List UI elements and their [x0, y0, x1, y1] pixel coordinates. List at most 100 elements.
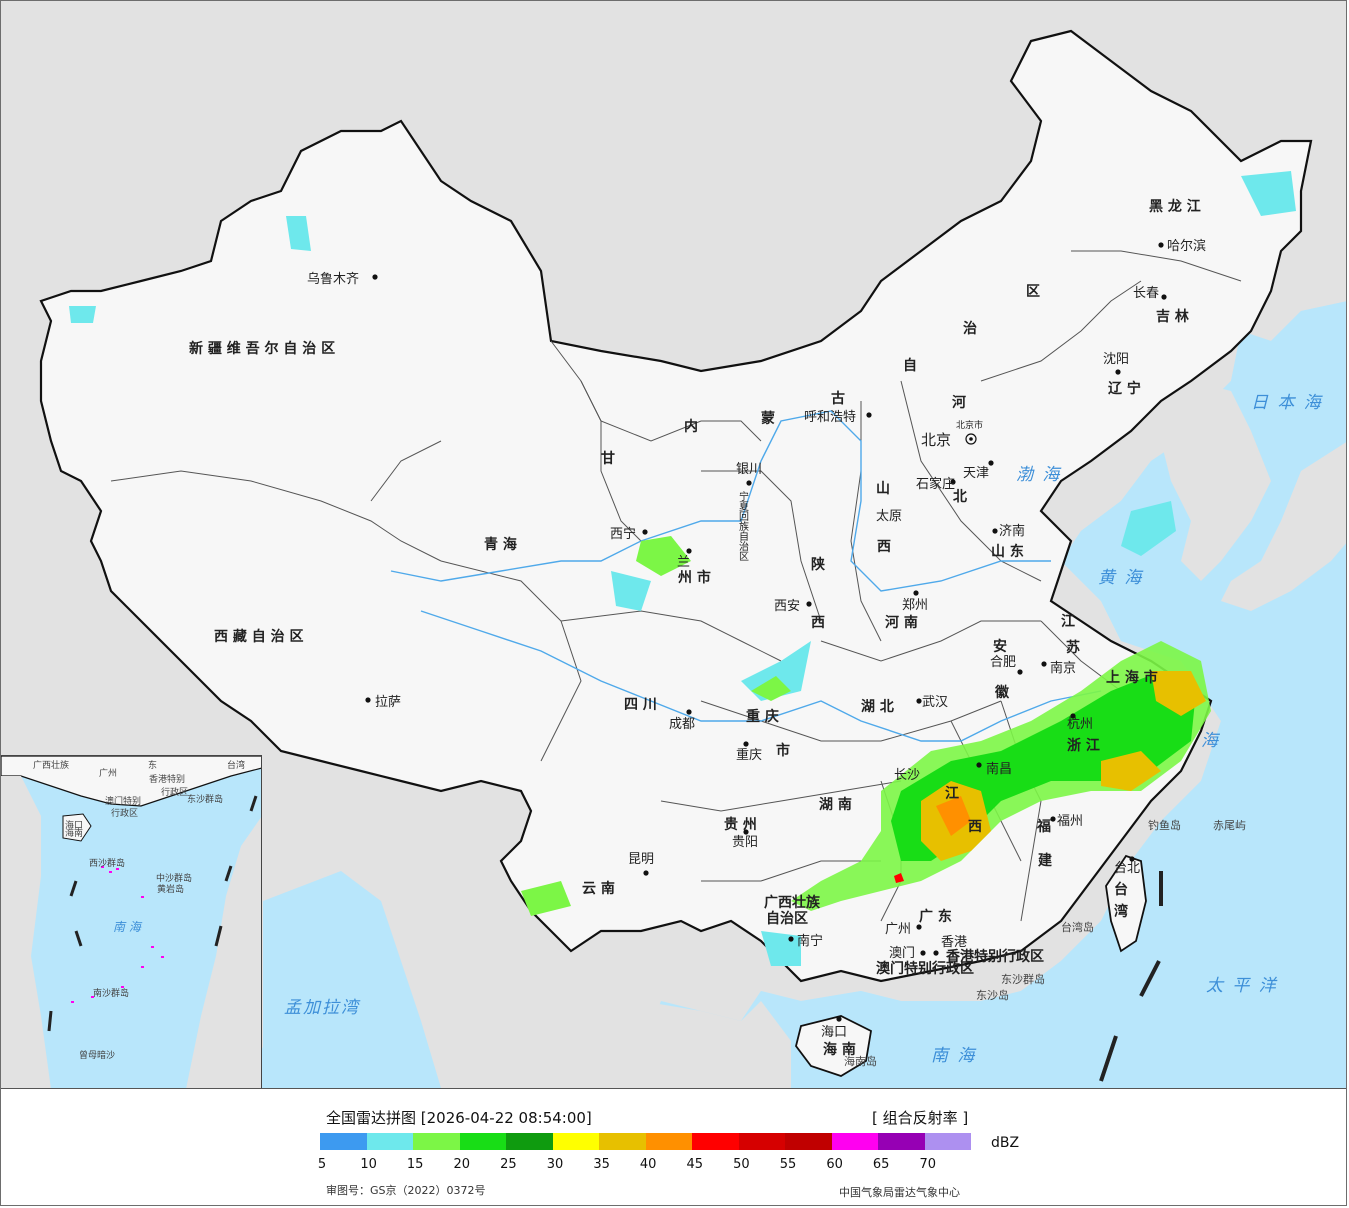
province-label-anhui-2: 徽 — [994, 684, 1010, 701]
city-dot-yinchuan — [746, 480, 752, 486]
city-dot-jinan — [992, 528, 998, 534]
province-label-heilongjiang: 黑 龙 江 — [1149, 198, 1201, 215]
province-label-jiangsu-2: 苏 — [1066, 639, 1080, 656]
city-label-shenyang: 沈阳 — [1103, 352, 1129, 367]
city-dot-shenyang — [1115, 369, 1121, 375]
province-label-shanghai: 上 海 市 — [1106, 669, 1158, 686]
inset-map: 广西壮族广州东香港特别行政区澳门特别行政区东沙群岛海口海南西沙群岛中沙群岛黄岩岛… — [1, 756, 261, 1088]
city-dots — [365, 242, 1167, 1022]
inset-dashes — [47, 795, 258, 1032]
color-swatch-11 — [831, 1133, 878, 1150]
color-swatch-3 — [459, 1133, 506, 1150]
tick-label-3: 20 — [453, 1157, 471, 1172]
province-label-ningxia: 宁夏回族自治区 — [737, 490, 749, 561]
city-label-changsha: 长沙 — [894, 768, 920, 783]
tick-label-13: 70 — [919, 1157, 937, 1172]
province-label-neimenggu-1: 内 — [684, 418, 698, 435]
city-dot-lanzhou — [686, 548, 692, 554]
sea-label-bohai: 渤 海 — [1016, 465, 1062, 485]
province-label-liaoning: 辽 宁 — [1108, 380, 1141, 397]
province-label-taiwan-2: 湾 — [1114, 903, 1128, 920]
province-label-fujian-2: 建 — [1038, 852, 1052, 869]
province-label-taiwan: 台 — [1114, 881, 1128, 898]
tick-label-4: 25 — [500, 1157, 517, 1172]
city-label-hefei: 合肥 — [990, 655, 1016, 670]
province-label-macau-sar: 澳门特别行政区 — [876, 960, 974, 977]
city-label-hongkong: 香港 — [941, 935, 967, 950]
echo-gansu — [636, 536, 691, 576]
province-label-yunnan: 云 南 — [582, 880, 615, 897]
legend-unit: dBZ — [991, 1135, 1020, 1151]
city-label-haikou: 海口 — [821, 1025, 847, 1040]
tick-label-11: 60 — [826, 1157, 843, 1172]
city-dot-guangzhou — [916, 924, 922, 930]
city-dot-harbin — [1158, 242, 1164, 248]
city-label-beijing-shi: 北京市 — [956, 419, 983, 431]
city-dot-tianjin — [988, 460, 994, 466]
echo-east-china-core — [936, 796, 971, 836]
tick-label-1: 10 — [360, 1157, 377, 1172]
rivers — [390, 410, 1102, 742]
city-label-beijing: 北京 — [921, 431, 951, 449]
city-label-chengdu: 成都 — [669, 717, 695, 732]
city-dot-nanjing — [1041, 661, 1047, 667]
inset-label-i-macau2: 行政区 — [111, 807, 138, 819]
province-label-neimenggu-2: 蒙 — [761, 410, 775, 427]
city-dot-hangzhou — [1070, 713, 1076, 719]
province-label-anhui: 安 — [993, 638, 1007, 655]
inset-labels: 广西壮族广州东香港特别行政区澳门特别行政区东沙群岛海口海南西沙群岛中沙群岛黄岩岛… — [33, 759, 245, 1061]
city-label-tianjin: 天津 — [963, 466, 989, 481]
city-dot-chongqing-city — [743, 741, 749, 747]
city-dot-changchun — [1161, 294, 1167, 300]
island-label-taiwan-island: 台湾岛 — [1061, 920, 1094, 934]
province-label-neimenggu-4: 自 — [903, 357, 917, 374]
city-dot-fuzhou — [1050, 816, 1056, 822]
city-dot-hefei — [1017, 669, 1023, 675]
province-label-xinjiang: 新 疆 维 吾 尔 自 治 区 — [189, 340, 335, 357]
province-label-shaanxi-2: 西 — [811, 615, 825, 631]
city-dot-urumqi — [372, 274, 378, 280]
inset-label-i-zhongsha: 中沙群岛 — [156, 872, 192, 884]
island-label-hainan-island: 海南岛 — [844, 1054, 877, 1068]
city-dot-haikou — [836, 1016, 842, 1022]
province-label-zhejiang: 浙 江 — [1067, 737, 1100, 754]
echo-xinjiang-north — [286, 216, 311, 251]
color-swatch-6 — [599, 1133, 646, 1150]
inset-label-i-huangyan: 黄岩岛 — [157, 883, 184, 895]
city-label-hohhot: 呼和浩特 — [804, 410, 856, 425]
inset-label-i-haikou: 海口 — [65, 819, 83, 831]
city-label-nanjing: 南京 — [1050, 660, 1076, 676]
color-swatch-0 — [320, 1133, 367, 1150]
province-label-hebei-1: 河 — [952, 394, 966, 411]
city-label-taipei: 台北 — [1114, 861, 1140, 876]
city-dot-hongkong — [933, 950, 939, 956]
province-label-hainan: 海 南 — [823, 1041, 856, 1058]
city-label-guangzhou: 广州 — [885, 922, 911, 937]
city-dot-hohhot — [866, 412, 872, 418]
map-labels: 新 疆 维 吾 尔 自 治 区西 藏 自 治 区 青 海 甘四 川云 南 贵 州广西壮… — [189, 198, 1322, 1068]
inset-label-i-zengmu: 曾母暗沙 — [79, 1049, 115, 1061]
city-dot-chengdu — [686, 709, 692, 715]
legend-panel: 全国雷达拼图 [2026-04-22 08:54:00] [ 组合反射率 ] d… — [1, 1088, 1346, 1205]
city-label-urumqi: 乌鲁木齐 — [307, 271, 359, 287]
inset-label-i-guangzhou: 广州 — [99, 767, 117, 779]
echo-sichuan-2 — [751, 676, 791, 701]
province-label-hk-sar: 香港特别行政区 — [945, 948, 1044, 965]
inset-label-i-xisha: 西沙群岛 — [89, 857, 125, 869]
color-swatch-8 — [692, 1133, 739, 1150]
city-label-harbin: 哈尔滨 — [1167, 238, 1206, 254]
inset-label-i-dong: 东 — [148, 759, 157, 771]
city-dot-kunming — [643, 870, 649, 876]
legend-title: 全国雷达拼图 [2026-04-22 08:54:00] — [326, 1109, 592, 1127]
inset-right-land — [186, 817, 261, 1088]
radar-echoes — [69, 171, 1296, 966]
province-label-fujian: 福 — [1036, 818, 1051, 835]
city-dot-guiyang — [743, 829, 749, 835]
tick-label-0: 5 — [317, 1157, 327, 1172]
echo-shanghai — [1151, 671, 1206, 716]
province-label-jiangxi-2: 西 — [968, 819, 982, 835]
inset-label-i-guangxi: 广西壮族 — [33, 759, 69, 771]
echo-sichuan — [741, 641, 811, 701]
city-label-shijiazhuang: 石家庄 — [916, 476, 955, 492]
